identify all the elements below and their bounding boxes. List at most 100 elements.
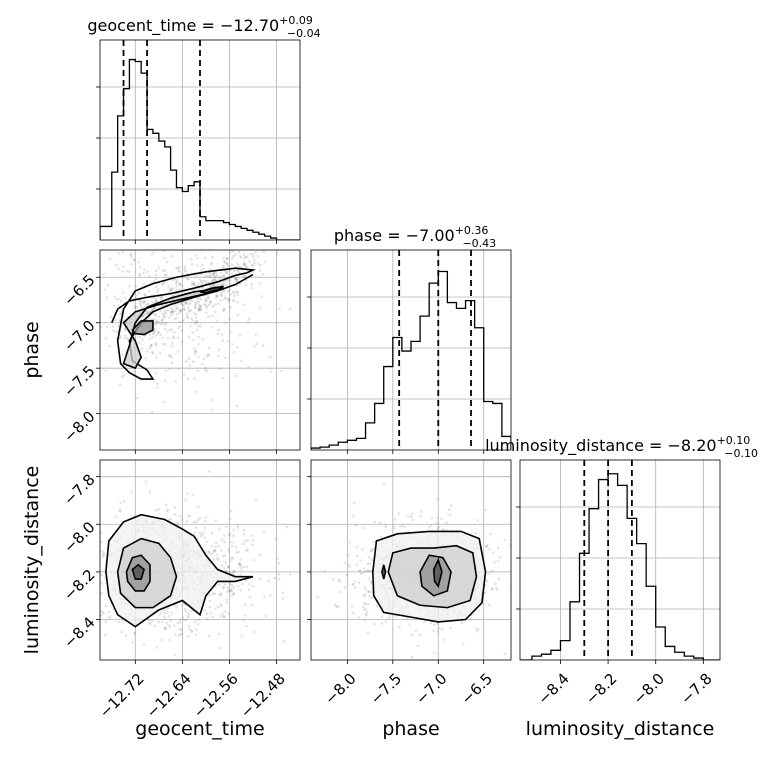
sample-point xyxy=(238,562,241,566)
sample-point xyxy=(193,664,196,667)
sample-point xyxy=(194,316,198,319)
sample-point xyxy=(148,337,152,341)
sample-point xyxy=(209,262,213,266)
sample-point xyxy=(173,512,177,516)
sample-point xyxy=(222,615,226,618)
sample-point xyxy=(445,521,448,524)
sample-point xyxy=(222,585,226,589)
sample-point xyxy=(242,528,246,532)
sample-point xyxy=(234,279,238,282)
sample-point xyxy=(182,304,185,308)
sample-point xyxy=(166,510,169,513)
sample-point xyxy=(142,300,146,303)
sample-point xyxy=(225,271,228,275)
sample-point xyxy=(373,622,376,626)
sample-point xyxy=(229,250,232,254)
sample-point xyxy=(84,313,87,316)
title-minus-error: −0.04 xyxy=(287,27,321,40)
sample-point xyxy=(460,621,464,625)
sample-point xyxy=(169,310,173,314)
sample-point xyxy=(150,253,154,256)
sample-point xyxy=(100,540,103,544)
sample-point xyxy=(429,622,432,625)
sample-point xyxy=(288,572,292,576)
sample-point xyxy=(130,255,133,259)
sample-point xyxy=(281,591,285,594)
sample-point xyxy=(251,264,255,267)
sample-point xyxy=(94,556,97,559)
x-tick-label: −12.48 xyxy=(237,670,289,722)
sample-point xyxy=(225,257,229,260)
sample-point xyxy=(196,622,200,626)
sample-point xyxy=(236,237,239,240)
sample-point xyxy=(260,295,264,298)
sample-point xyxy=(153,327,157,330)
sample-point xyxy=(213,548,217,552)
sample-point xyxy=(171,307,175,310)
sample-point xyxy=(262,250,266,254)
sample-point xyxy=(154,297,158,301)
sample-point xyxy=(236,526,240,529)
sample-point xyxy=(163,611,167,615)
sample-point xyxy=(239,563,243,567)
sample-point xyxy=(156,288,160,291)
sample-point xyxy=(155,508,158,512)
sample-point xyxy=(433,623,436,627)
sample-point xyxy=(208,606,211,609)
sample-point xyxy=(77,562,80,565)
sample-point xyxy=(213,592,216,595)
sample-point xyxy=(173,331,176,334)
sample-point xyxy=(120,375,124,378)
sample-point xyxy=(240,634,244,637)
sample-point xyxy=(245,565,248,569)
sample-point xyxy=(154,278,158,281)
sample-point xyxy=(485,545,488,549)
density-fill-2 xyxy=(132,320,153,335)
sample-point xyxy=(244,283,248,286)
sample-point xyxy=(90,307,93,310)
sample-point xyxy=(361,548,364,551)
sample-point xyxy=(197,282,200,286)
sample-point xyxy=(211,304,215,308)
sample-point xyxy=(244,579,248,582)
sample-point xyxy=(168,289,172,293)
sample-point xyxy=(117,304,121,307)
sample-point xyxy=(187,612,190,615)
sample-point xyxy=(224,569,227,572)
sample-point xyxy=(176,336,180,339)
sample-point xyxy=(487,603,491,607)
sample-point xyxy=(449,626,452,630)
sample-point xyxy=(206,296,210,299)
sample-point xyxy=(275,252,279,256)
sample-point xyxy=(187,277,190,281)
sample-point xyxy=(236,264,240,267)
sample-point xyxy=(140,300,143,304)
sample-point xyxy=(236,279,239,283)
sample-point xyxy=(234,277,238,281)
x-tick-label: −8.0 xyxy=(630,670,668,708)
sample-point xyxy=(142,314,145,317)
sample-point xyxy=(171,312,175,316)
sample-point xyxy=(182,373,186,376)
contour-level-2 xyxy=(131,320,154,336)
sample-point xyxy=(228,571,232,574)
sample-point xyxy=(164,311,168,315)
sample-point xyxy=(166,309,170,312)
sample-point xyxy=(190,629,194,632)
sample-point xyxy=(268,355,272,359)
sample-point xyxy=(337,579,341,583)
sample-point xyxy=(184,301,188,305)
sample-point xyxy=(159,333,163,337)
sample-point xyxy=(243,263,246,267)
sample-point xyxy=(69,577,72,580)
sample-point xyxy=(227,589,230,592)
sample-point xyxy=(170,254,174,258)
sample-point xyxy=(255,342,259,346)
sample-point xyxy=(146,312,150,315)
sample-point xyxy=(219,614,222,618)
sample-point xyxy=(149,344,153,348)
sample-point xyxy=(193,377,196,380)
sample-point xyxy=(168,638,172,642)
sample-point xyxy=(148,274,151,278)
sample-point xyxy=(414,629,418,633)
